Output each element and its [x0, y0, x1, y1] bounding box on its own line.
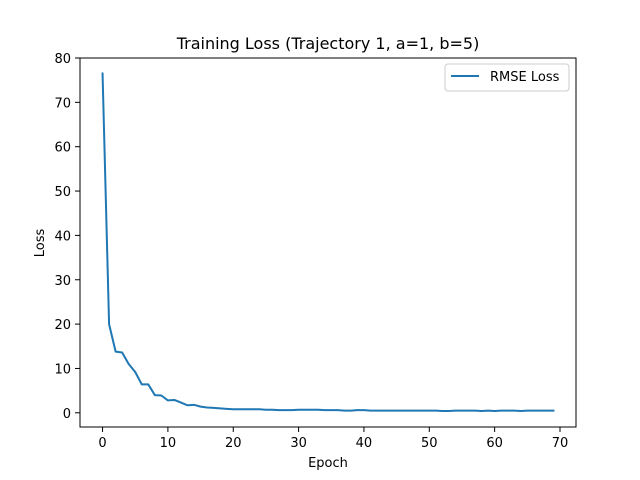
- y-tick-label: 30: [54, 274, 71, 289]
- x-tick-label: 20: [225, 436, 242, 451]
- x-tick-label: 30: [290, 436, 307, 451]
- plot-area: [101, 72, 555, 413]
- x-tick-label: 70: [552, 436, 569, 451]
- y-tick-label: 60: [54, 141, 71, 156]
- y-tick-label: 10: [54, 362, 71, 377]
- y-tick-label: 0: [63, 407, 71, 422]
- x-tick-label: 50: [421, 436, 438, 451]
- legend-label: RMSE Loss: [490, 70, 560, 85]
- y-axis-label: Loss: [33, 229, 48, 258]
- y-tick-label: 80: [54, 52, 71, 67]
- x-tick-label: 60: [486, 436, 503, 451]
- y-tick-label: 70: [54, 96, 71, 111]
- x-tick-label: 0: [98, 436, 106, 451]
- series-line-rmse-loss: [101, 72, 555, 413]
- axes-frame: [79, 57, 577, 428]
- chart-title: Training Loss (Trajectory 1, a=1, b=5): [176, 34, 480, 53]
- x-tick-label: 10: [160, 436, 177, 451]
- y-tick-label: 40: [54, 229, 71, 244]
- y-tick-label: 20: [54, 318, 71, 333]
- y-tick-label: 50: [54, 185, 71, 200]
- x-tick-label: 40: [356, 436, 373, 451]
- x-axis-label: Epoch: [308, 456, 348, 471]
- legend-box: [444, 63, 570, 92]
- legend: RMSE Loss: [444, 63, 570, 92]
